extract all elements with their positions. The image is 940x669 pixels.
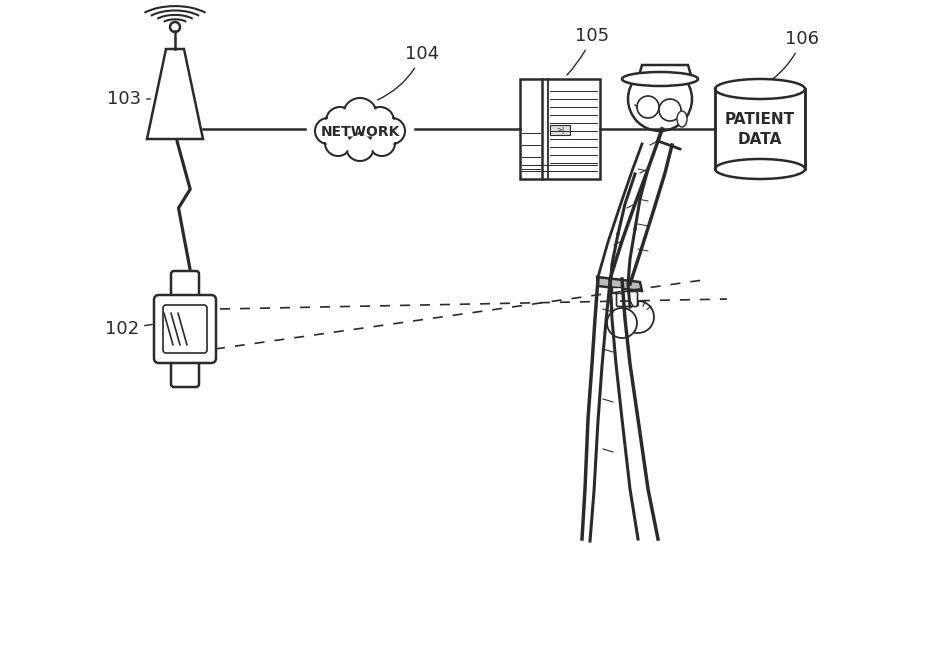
Circle shape [622,301,654,333]
Ellipse shape [715,159,805,179]
Text: 103: 103 [107,90,150,108]
FancyBboxPatch shape [163,305,207,353]
Circle shape [343,98,377,132]
FancyBboxPatch shape [171,353,199,387]
Text: DATA: DATA [738,132,782,147]
Circle shape [325,130,351,156]
Circle shape [339,116,361,136]
Circle shape [381,120,403,142]
FancyBboxPatch shape [171,271,199,305]
Bar [715,89,805,169]
Polygon shape [147,49,203,139]
Text: PATIENT: PATIENT [725,112,795,126]
Text: 104: 104 [378,45,439,100]
Circle shape [348,134,372,159]
Text: 102: 102 [105,320,152,338]
Bar [520,79,600,179]
Circle shape [366,107,394,135]
Polygon shape [638,65,692,79]
Bar [612,287,622,293]
Circle shape [628,67,692,131]
Circle shape [338,114,362,138]
Circle shape [369,130,395,156]
Bar [550,125,570,135]
Text: NETWORK: NETWORK [321,125,400,139]
Ellipse shape [715,79,805,99]
Circle shape [315,118,341,144]
Circle shape [326,132,350,155]
Circle shape [326,107,354,135]
Text: 106: 106 [773,30,819,80]
FancyBboxPatch shape [154,295,216,363]
Polygon shape [597,277,642,291]
Circle shape [358,114,382,138]
Circle shape [344,100,375,130]
Ellipse shape [677,111,687,127]
Circle shape [607,308,637,338]
Circle shape [317,120,339,142]
Ellipse shape [622,72,698,86]
Circle shape [346,133,374,161]
Circle shape [370,132,394,155]
Circle shape [379,118,405,144]
Text: 105: 105 [567,27,609,75]
Circle shape [359,116,381,136]
FancyBboxPatch shape [617,292,637,306]
Circle shape [368,108,393,134]
Text: >|: >| [556,126,564,134]
Circle shape [327,108,352,134]
